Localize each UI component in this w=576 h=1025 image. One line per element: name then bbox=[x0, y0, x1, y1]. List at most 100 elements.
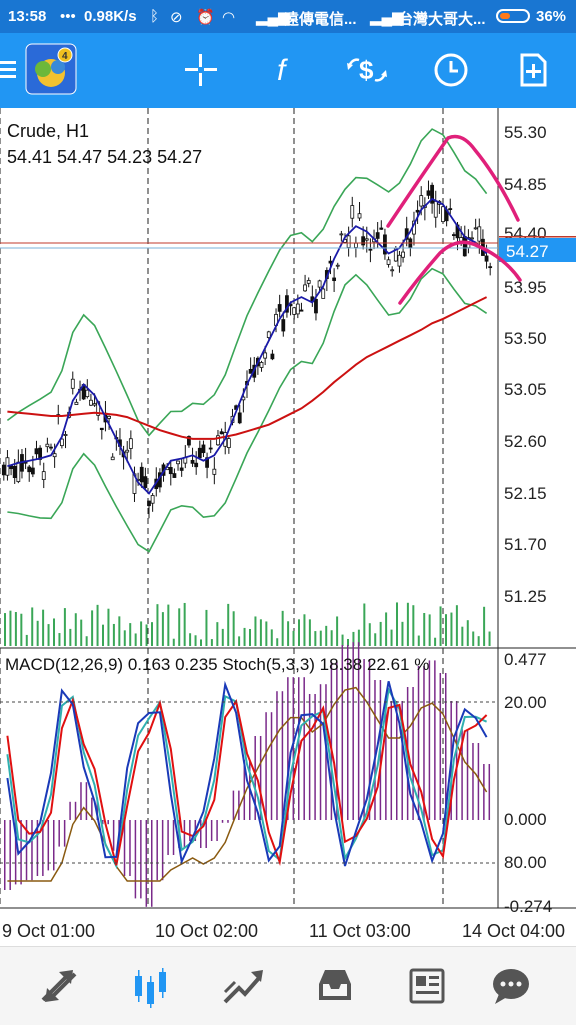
macd-bar bbox=[200, 820, 202, 848]
volume-bar bbox=[183, 602, 186, 646]
candle-body bbox=[364, 238, 369, 241]
macd-bar bbox=[31, 820, 33, 881]
battery-icon bbox=[496, 9, 530, 23]
candle-body bbox=[85, 389, 90, 398]
candle-body bbox=[212, 468, 217, 475]
macd-bar bbox=[167, 820, 169, 855]
volume-bar bbox=[303, 614, 306, 646]
indicator-f-icon[interactable]: f bbox=[260, 45, 310, 95]
candle-body bbox=[299, 309, 304, 312]
chart-icon[interactable] bbox=[126, 961, 176, 1011]
stochastic-levels bbox=[0, 701, 498, 864]
macd-bar bbox=[363, 659, 365, 820]
clock-icon[interactable] bbox=[426, 45, 476, 95]
macd-bar bbox=[42, 820, 44, 876]
price-axis: 55.30 54.85 54.40 53.95 53.50 53.05 52.6… bbox=[504, 123, 547, 606]
candle-body bbox=[332, 277, 337, 282]
candle-body bbox=[259, 362, 264, 368]
macd-bar bbox=[417, 666, 420, 820]
macd-bar bbox=[483, 764, 485, 820]
volume-bar bbox=[178, 608, 181, 646]
volume-bar bbox=[270, 629, 273, 646]
candle-body bbox=[172, 473, 177, 478]
volume-bar bbox=[107, 608, 110, 646]
macd-bar bbox=[183, 820, 186, 848]
news-icon[interactable] bbox=[402, 961, 452, 1011]
time-label: 9 Oct 01:00 bbox=[2, 921, 95, 941]
volume-bar bbox=[374, 633, 377, 646]
candle-body bbox=[1, 464, 6, 476]
menu-icon[interactable] bbox=[0, 45, 32, 95]
new-order-icon[interactable] bbox=[508, 45, 558, 95]
volume-bar bbox=[58, 633, 61, 646]
candle-body bbox=[321, 288, 326, 299]
volume-bar bbox=[249, 628, 251, 646]
candle-body bbox=[339, 233, 344, 236]
candle-body bbox=[441, 206, 445, 223]
candle-body bbox=[401, 251, 405, 258]
fast-moving-average-line bbox=[7, 197, 488, 495]
candle-body bbox=[477, 226, 482, 242]
volume-bar bbox=[265, 621, 268, 646]
crosshair-icon[interactable] bbox=[176, 45, 226, 95]
trade-icon[interactable]: $ bbox=[342, 45, 392, 95]
macd-bar bbox=[276, 691, 278, 820]
candle-body bbox=[248, 368, 253, 374]
macd-bar bbox=[347, 645, 349, 820]
mute-icon: ⊘ bbox=[170, 9, 183, 26]
volume-bar bbox=[417, 635, 420, 646]
volume-bar bbox=[145, 624, 148, 646]
macd-bar bbox=[401, 701, 403, 820]
trade-nav-icon[interactable] bbox=[218, 961, 268, 1011]
macd-bar bbox=[488, 764, 491, 820]
volume-bar bbox=[259, 619, 262, 646]
candle-body bbox=[187, 436, 191, 446]
volume-bar bbox=[357, 629, 360, 646]
current-price-badge bbox=[499, 238, 576, 262]
volume-bar bbox=[445, 614, 447, 646]
candle-body bbox=[74, 401, 79, 405]
bid-marker bbox=[499, 236, 576, 238]
macd-bar bbox=[455, 701, 458, 820]
price-chart[interactable]: 55.30 54.85 54.40 53.95 53.50 53.05 52.6… bbox=[0, 108, 576, 946]
volume-bar bbox=[156, 604, 159, 646]
volume-bars bbox=[4, 602, 491, 646]
app-logo[interactable]: 4 bbox=[24, 41, 78, 97]
candle-body bbox=[226, 438, 231, 448]
candle-body bbox=[419, 195, 424, 207]
volume-bar bbox=[221, 628, 224, 646]
volume-bar bbox=[325, 625, 328, 646]
chat-icon[interactable] bbox=[486, 961, 536, 1011]
candle-body bbox=[383, 234, 387, 255]
candle-body bbox=[147, 500, 151, 507]
volume-bar bbox=[423, 613, 426, 646]
candle-body bbox=[205, 457, 209, 468]
candle-body bbox=[415, 209, 420, 213]
volume-bar bbox=[96, 604, 99, 646]
volume-bar bbox=[200, 639, 202, 646]
status-carrier2: 台灣大哥大... bbox=[398, 11, 486, 28]
candle-body bbox=[263, 352, 268, 359]
volume-bar bbox=[461, 626, 464, 646]
volume-bar bbox=[36, 620, 39, 646]
macd-bar bbox=[368, 659, 371, 820]
macd-bar bbox=[91, 797, 93, 820]
history-icon[interactable] bbox=[310, 961, 360, 1011]
candle-body bbox=[361, 236, 366, 246]
price-label: 53.95 bbox=[504, 278, 547, 297]
macd-bar bbox=[227, 820, 229, 823]
quotes-icon[interactable] bbox=[34, 961, 84, 1011]
macd-bar bbox=[74, 801, 77, 820]
candle-body bbox=[237, 412, 242, 424]
candle-body bbox=[368, 248, 373, 251]
candle-body bbox=[462, 236, 467, 257]
macd-bar bbox=[319, 684, 322, 820]
volume-bar bbox=[401, 621, 404, 646]
macd-bar bbox=[221, 820, 224, 823]
volume-bar bbox=[390, 629, 393, 646]
candle-body bbox=[92, 403, 97, 406]
chart-area[interactable]: 55.30 54.85 54.40 53.95 53.50 53.05 52.6… bbox=[0, 108, 576, 946]
price-label: 52.15 bbox=[504, 484, 547, 503]
time-label: 11 Oct 03:00 bbox=[309, 921, 411, 941]
macd-bar bbox=[85, 782, 88, 820]
